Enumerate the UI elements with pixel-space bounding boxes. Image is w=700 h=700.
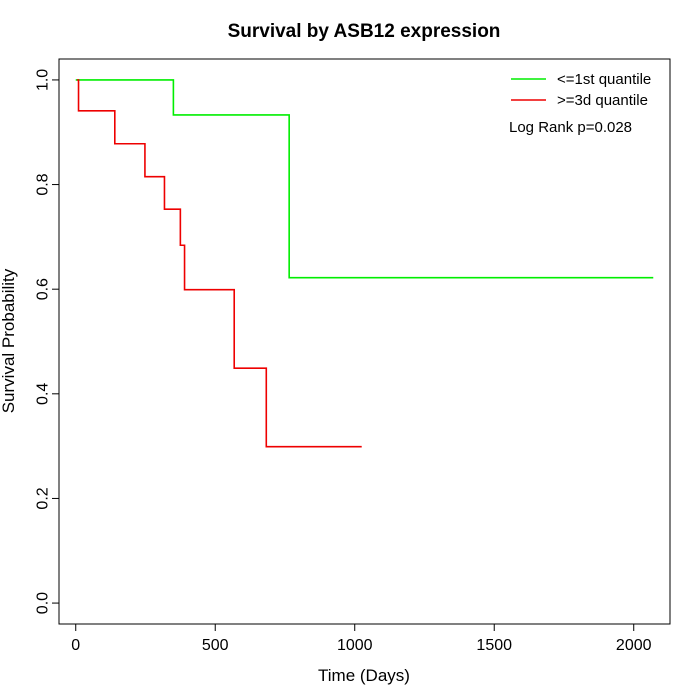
x-axis: 0 500 1000 1500 2000	[71, 623, 652, 654]
legend: <=1st quantile >=3d quantile	[511, 71, 651, 109]
x-tick-label: 500	[202, 637, 229, 654]
series-layer	[75, 79, 654, 448]
y-tick-label: 0.8	[35, 173, 52, 195]
x-tick-label: 0	[71, 637, 80, 654]
y-axis-label: Survival Probability	[0, 268, 18, 413]
plot-frame	[58, 58, 671, 625]
series-line-2	[77, 79, 362, 448]
legend-label: >=3d quantile	[557, 92, 648, 109]
x-tick-label: 2000	[616, 637, 652, 654]
x-tick-label: 1500	[476, 637, 512, 654]
log-rank-annotation: Log Rank p=0.028	[509, 119, 632, 136]
x-axis-label: Time (Days)	[318, 666, 410, 685]
series-line-1	[75, 79, 654, 279]
chart-title: Survival by ASB12 expression	[228, 21, 501, 42]
y-tick-label: 0.2	[35, 487, 52, 509]
y-tick-label: 0.6	[35, 278, 52, 300]
y-tick-label: 1.0	[35, 69, 52, 91]
legend-label: <=1st quantile	[557, 71, 651, 88]
y-tick-label: 0.0	[35, 592, 52, 614]
y-tick-label: 0.4	[35, 383, 52, 405]
x-tick-label: 1000	[337, 637, 373, 654]
y-axis: 0.0 0.2 0.4 0.6 0.8 1.0	[35, 69, 60, 614]
